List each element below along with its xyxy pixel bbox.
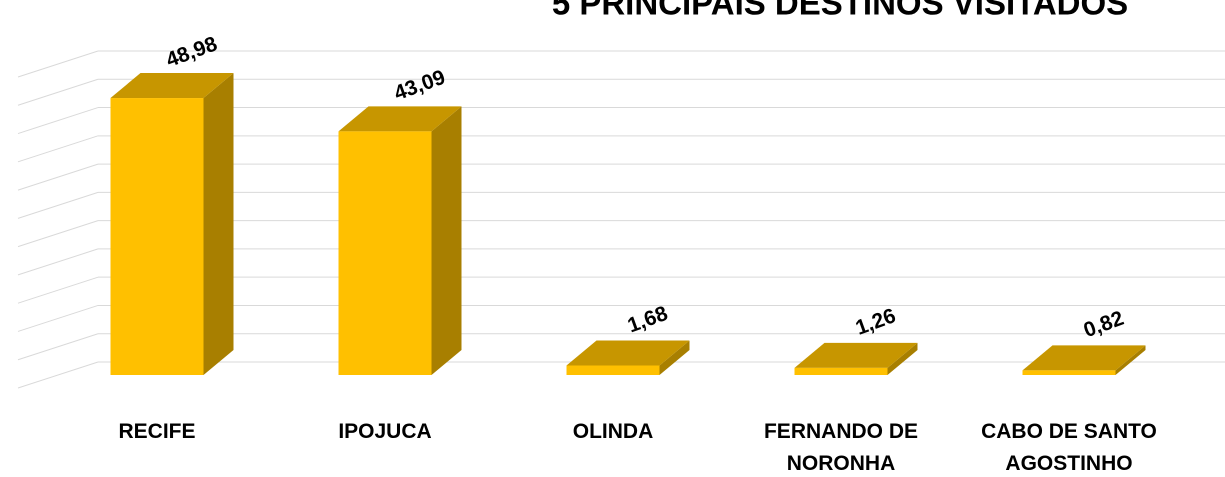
bar-top — [566, 340, 690, 366]
side-grid-line — [17, 304, 99, 332]
bar-side — [431, 106, 462, 375]
value-label: 0,82 — [1081, 307, 1127, 343]
bar-side — [659, 340, 690, 375]
side-grid-line — [17, 107, 99, 135]
value-label: 1,26 — [853, 304, 899, 340]
side-grid-line — [17, 50, 99, 78]
bar — [1022, 370, 1116, 375]
bar-side — [203, 73, 234, 375]
bar — [566, 365, 660, 375]
side-grid-line — [17, 163, 99, 191]
x-tick-label: IPOJUCA — [338, 420, 432, 443]
chart-title: 5 PRINCIPAIS DESTINOS VISITADOS — [552, 0, 1128, 22]
side-grid-line — [17, 220, 99, 248]
side-grid-line — [17, 78, 99, 106]
x-tick-label: FERNANDO DE NORONHA — [763, 420, 918, 475]
bar — [794, 367, 888, 375]
value-label: 43,09 — [391, 66, 448, 106]
value-label: 48,98 — [163, 32, 221, 72]
x-tick-label: CABO DE SANTO AGOSTINHO — [981, 420, 1157, 475]
bar — [110, 98, 204, 375]
bar-top — [1022, 345, 1146, 371]
side-grid-line — [17, 333, 99, 361]
side-grid-line — [17, 135, 99, 163]
bar-side — [887, 342, 918, 375]
x-tick-label: OLINDA — [572, 420, 654, 443]
side-grid-line — [17, 248, 99, 276]
bar-top — [110, 73, 234, 99]
side-grid-line — [17, 276, 99, 304]
x-tick-label: RECIFE — [118, 420, 196, 443]
value-label: 1,68 — [625, 302, 672, 338]
bar-top — [338, 106, 462, 132]
bar — [338, 131, 432, 375]
side-grid-line — [17, 191, 99, 219]
bar-side — [1115, 345, 1146, 375]
side-grid-line — [17, 361, 99, 389]
bar-top — [794, 342, 918, 368]
